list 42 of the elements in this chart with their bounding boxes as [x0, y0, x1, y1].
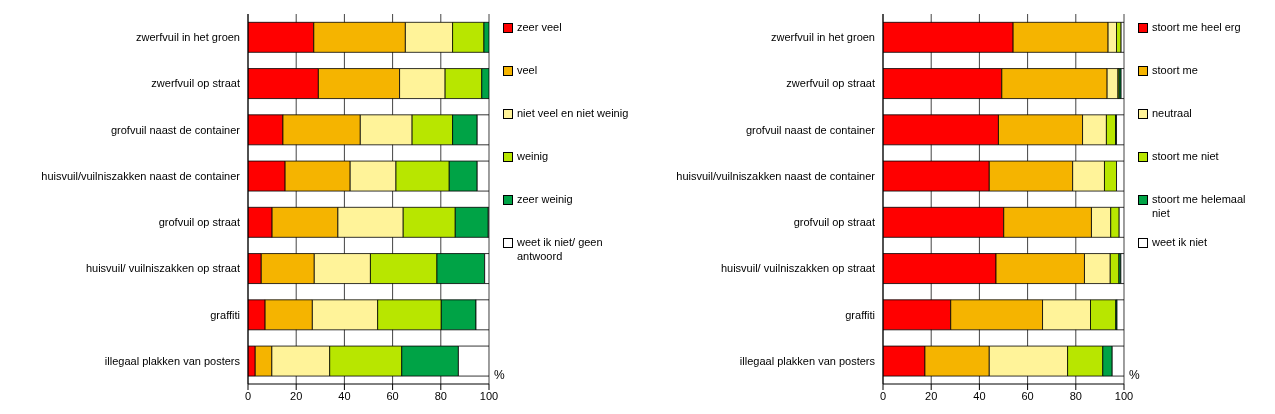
legend-label: neutraal [1152, 106, 1192, 120]
x-tick-label: 100 [479, 389, 499, 402]
legend-label: weinig [517, 149, 549, 163]
x-tick-label: 100 [1114, 389, 1134, 402]
legend-label: veel [517, 63, 538, 77]
legend-label: niet veel en niet weinig [517, 106, 629, 120]
y-tick-label: zwerfvuil op straat [151, 77, 240, 90]
y-tick-label: zwerfvuil in het groen [771, 31, 875, 44]
y-tick-label: illegaal plakken van posters [739, 354, 876, 367]
x-tick-label: 60 [1021, 389, 1034, 402]
y-tick-label: grofvuil op straat [158, 216, 240, 229]
x-axis-title: % [494, 368, 505, 382]
x-tick-label: 0 [879, 389, 887, 402]
y-tick-label: grofvuil op straat [793, 216, 875, 229]
x-tick-label: 20 [925, 389, 938, 402]
legend-label: weet ik niet [1152, 235, 1208, 249]
y-tick-label: huisvuil/ vuilniszakken op straat [85, 262, 240, 275]
x-tick-label: 40 [338, 389, 351, 402]
x-tick-label: 80 [1069, 389, 1082, 402]
y-tick-label: zwerfvuil op straat [786, 77, 875, 90]
legend-label: stoort me heel erg [1152, 20, 1241, 34]
y-tick-label: illegaal plakken van posters [104, 354, 241, 367]
y-tick-label: huisvuil/ vuilniszakken op straat [720, 262, 875, 275]
y-tick-label: grofvuil naast de container [745, 123, 876, 136]
legend-label: stoort me [1152, 63, 1198, 77]
legend-label: weet ik niet/ geen antwoord [517, 235, 604, 263]
legend-label: stoort me niet [1152, 149, 1219, 163]
y-tick-label: huisvuil/vuilniszakken naast de container [676, 169, 876, 182]
x-tick-label: 20 [290, 389, 303, 402]
y-tick-label: zwerfvuil in het groen [136, 31, 240, 44]
x-tick-label: 80 [434, 389, 447, 402]
legend-label: zeer weinig [517, 192, 573, 206]
y-tick-label: graffiti [845, 308, 875, 321]
legend-label: zeer veel [517, 20, 562, 34]
x-axis-title: % [1129, 368, 1140, 382]
legend-label: stoort me helemaal niet [1152, 192, 1247, 220]
x-tick-label: 60 [386, 389, 399, 402]
x-tick-label: 0 [244, 389, 252, 402]
y-tick-label: grofvuil naast de container [110, 123, 241, 136]
x-tick-label: 40 [973, 389, 986, 402]
y-tick-label: huisvuil/vuilniszakken naast de container [41, 169, 241, 182]
y-tick-label: graffiti [210, 308, 240, 321]
